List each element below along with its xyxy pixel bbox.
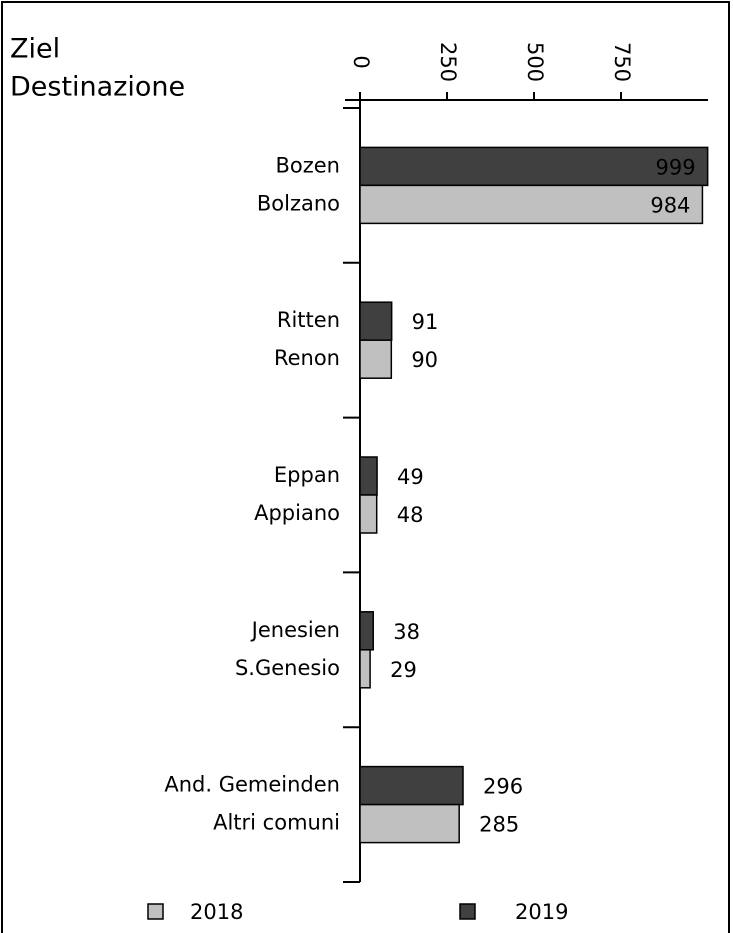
data-label: 999 (656, 155, 696, 179)
bar (359, 301, 393, 341)
bar (359, 184, 704, 225)
bar (359, 339, 393, 379)
bar (359, 456, 378, 496)
x-tick-label: 250 (436, 42, 460, 82)
y-tick-label: Jenesien (250, 618, 340, 642)
y-tick-label: Renon (274, 346, 340, 370)
bar (359, 803, 460, 844)
y-tick-label: Bolzano (257, 191, 340, 215)
bar (359, 146, 709, 187)
chart-title: Destinazione (10, 72, 185, 103)
bar (359, 611, 374, 651)
y-tick-label: Bozen (275, 153, 340, 177)
legend-swatch (147, 903, 164, 920)
x-tick-label: 0 (349, 55, 373, 68)
y-tick-label: Altri comuni (213, 811, 340, 835)
data-label: 29 (390, 658, 417, 682)
data-label: 38 (393, 620, 420, 644)
legend-label: 2018 (190, 900, 243, 924)
bar (359, 765, 464, 806)
bar (359, 649, 371, 689)
bar (359, 494, 378, 534)
legend-swatch (459, 903, 476, 920)
y-tick-label: Ritten (277, 308, 340, 332)
y-tick-label: Appiano (254, 501, 340, 525)
data-label: 90 (411, 348, 438, 372)
legend-label: 2019 (515, 900, 568, 924)
data-label: 48 (397, 503, 424, 527)
y-tick-label: S.Genesio (235, 656, 340, 680)
x-tick-label: 750 (610, 42, 634, 82)
data-label: 285 (479, 813, 519, 837)
data-label: 49 (397, 465, 424, 489)
chart-title: Ziel (10, 34, 60, 65)
y-tick-label: Eppan (274, 463, 340, 487)
y-tick-label: And. Gemeinden (164, 773, 340, 797)
data-label: 91 (412, 310, 439, 334)
data-label: 984 (650, 193, 690, 217)
x-tick-label: 500 (523, 42, 547, 82)
data-label: 296 (483, 775, 523, 799)
